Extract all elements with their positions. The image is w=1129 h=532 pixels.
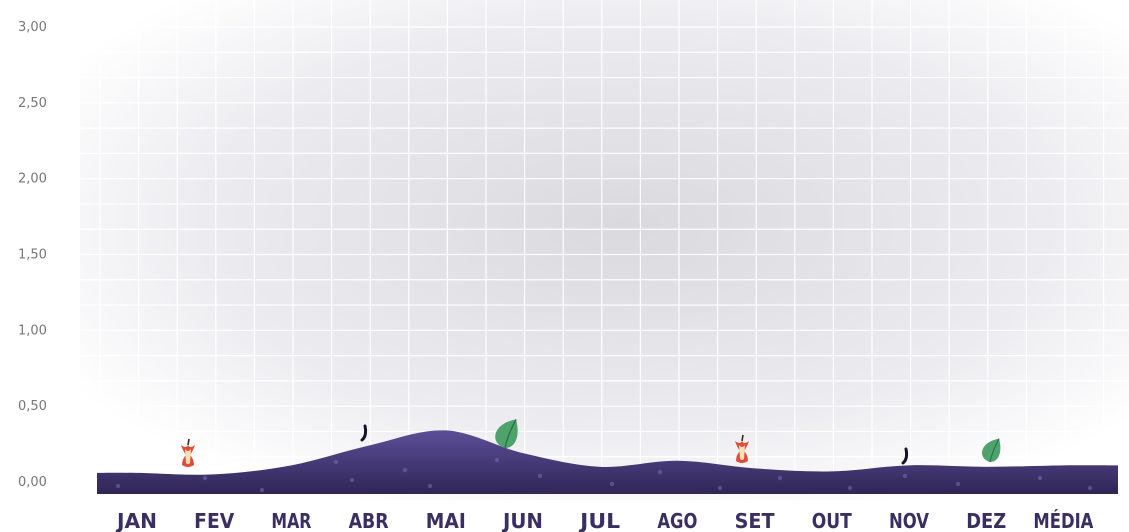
y-tick-label: 0,00 <box>18 475 47 490</box>
x-tick-label: JAN <box>116 509 157 532</box>
data-point <box>522 452 525 455</box>
soil-speck <box>777 475 783 481</box>
x-tick-label: JUL <box>579 509 620 532</box>
grid <box>80 0 1129 494</box>
x-tick-label: MAR <box>271 509 311 532</box>
data-point <box>753 467 756 470</box>
apple-core-icon <box>181 438 195 467</box>
y-tick-label: 0,50 <box>18 399 47 414</box>
x-tick-label: AGO <box>657 509 697 532</box>
data-point <box>908 464 911 467</box>
x-axis: JAN FEV MAR ABR MAI JUN JUL AGO SET OUT NOV DEZ MÉDI… <box>116 509 1094 532</box>
data-point <box>136 471 139 474</box>
plot-background <box>80 0 1129 500</box>
data-point <box>830 470 833 473</box>
x-tick-label: OUT <box>812 509 853 532</box>
soil-speck <box>1037 475 1043 481</box>
x-tick-label: JUN <box>502 509 543 532</box>
decorations <box>181 419 1001 467</box>
y-tick-label: 2,00 <box>18 172 47 187</box>
soil-speck <box>494 457 500 463</box>
y-tick-label: 2,50 <box>18 96 47 111</box>
soil-speck <box>955 481 961 487</box>
soil-speck <box>115 483 121 489</box>
soil-speck <box>333 459 339 465</box>
stem-icon <box>901 447 909 465</box>
soil-speck <box>902 473 908 479</box>
data-point <box>1062 464 1065 467</box>
x-tick-label: NOV <box>889 509 929 532</box>
soil-speck <box>402 467 408 473</box>
soil-speck <box>657 469 663 475</box>
leaf-icon <box>495 419 518 449</box>
data-point <box>367 444 370 447</box>
y-tick-label: 1,50 <box>18 248 47 263</box>
soil-speck <box>349 477 355 483</box>
leaf-icon <box>982 438 1001 463</box>
x-tick-label: FEV <box>194 509 234 532</box>
soil-speck <box>537 473 543 479</box>
y-tick-label: 1,00 <box>18 323 47 338</box>
soil-speck <box>427 483 433 489</box>
apple-core-icon <box>735 434 749 463</box>
soil-speck <box>1087 485 1093 491</box>
x-tick-label: SET <box>735 509 776 532</box>
y-axis: 0,00 0,50 1,00 1,50 2,00 2,50 3,00 <box>18 20 47 490</box>
stem-icon <box>360 424 368 442</box>
soil-speck <box>609 481 615 487</box>
data-point <box>213 473 216 476</box>
data-point <box>599 465 602 468</box>
y-tick-label: 3,00 <box>18 20 47 35</box>
soil-speck <box>259 487 265 493</box>
x-tick-label: MÉDIA <box>1033 509 1093 532</box>
data-point <box>444 429 447 432</box>
soil-speck <box>717 485 723 491</box>
data-point <box>290 464 293 467</box>
soil-speck <box>847 485 853 491</box>
data-point <box>676 459 679 462</box>
x-tick-label: ABR <box>349 509 389 532</box>
soil-speck <box>202 475 208 481</box>
data-point <box>985 465 988 468</box>
x-tick-label: MAI <box>426 509 466 532</box>
x-tick-label: DEZ <box>966 509 1006 532</box>
area-series <box>97 429 1118 494</box>
